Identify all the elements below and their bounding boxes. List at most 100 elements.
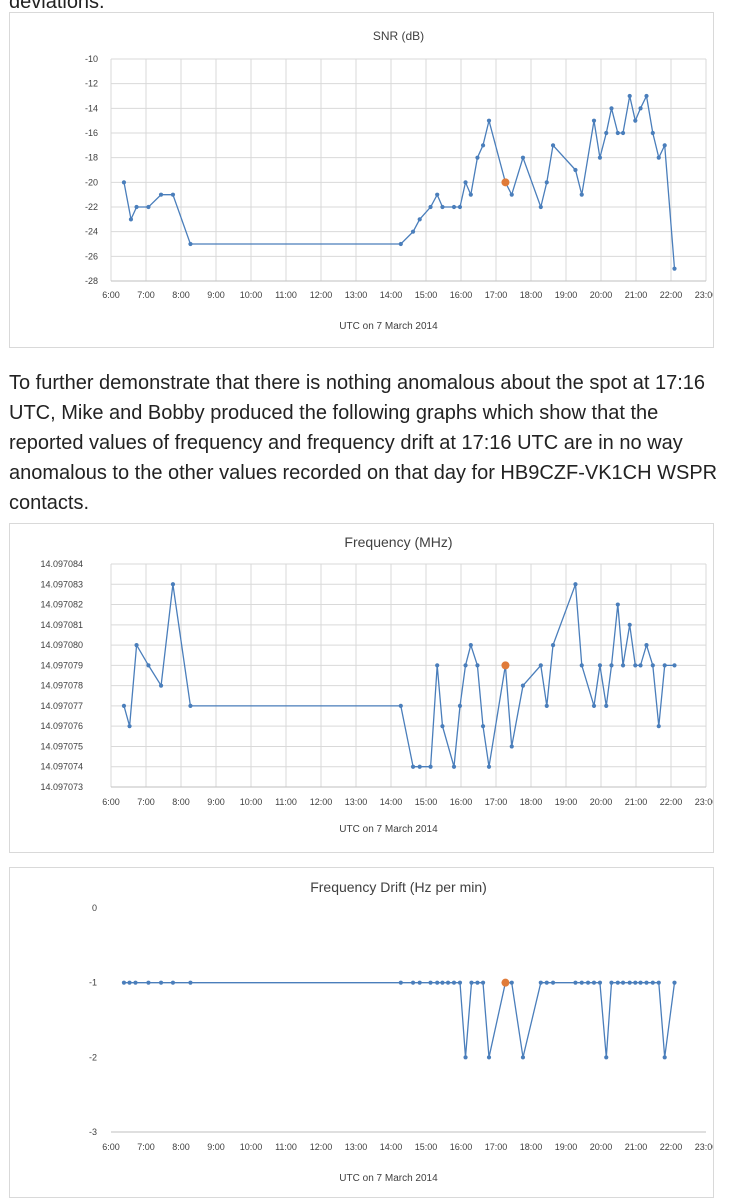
data-point <box>428 980 433 985</box>
data-point <box>620 130 626 136</box>
data-point <box>672 266 677 271</box>
data-point <box>410 764 416 769</box>
x-tick-label: 20:00 <box>590 797 613 807</box>
data-point <box>638 663 643 668</box>
x-tick-label: 17:00 <box>485 1142 508 1152</box>
highlighted-point <box>501 178 510 187</box>
y-tick-label: -16 <box>85 128 98 138</box>
y-tick-label: -1 <box>89 978 97 988</box>
data-point <box>620 663 626 668</box>
x-tick-label: 22:00 <box>660 797 683 807</box>
data-point <box>170 582 176 587</box>
data-point <box>133 980 138 985</box>
data-point <box>146 204 151 210</box>
data-point <box>579 980 584 985</box>
data-point <box>591 118 597 123</box>
chart-title: SNR (dB) <box>373 29 424 43</box>
data-point <box>638 980 643 985</box>
data-point <box>604 130 609 136</box>
x-tick-label: 20:00 <box>590 1142 613 1152</box>
data-point <box>146 980 151 985</box>
data-point <box>435 980 440 985</box>
snr-chart-svg: SNR (dB) 6:00 7:00 8:00 9:00 10:00 11:00 12:00 1… <box>85 29 713 332</box>
data-point <box>445 980 451 985</box>
x-tick-label: 8:00 <box>172 797 190 807</box>
y-tick-label: -20 <box>85 177 98 187</box>
x-tick-label: 22:00 <box>660 290 683 300</box>
x-tick-label: 19:00 <box>555 797 578 807</box>
data-point <box>591 703 597 709</box>
x-tick-label: 18:00 <box>520 290 543 300</box>
frequency-chart-svg: Frequency (MHz) 6:00 7:00 8:00 9:00 10:00 11:0… <box>40 534 713 835</box>
data-point <box>644 93 649 99</box>
data-point <box>121 703 127 709</box>
data-point <box>520 1055 526 1060</box>
data-point <box>550 642 556 648</box>
data-point <box>633 663 638 668</box>
data-point <box>550 980 556 985</box>
data-point <box>550 143 556 148</box>
data-point <box>656 155 661 160</box>
data-point <box>469 980 474 985</box>
x-tick-label: 8:00 <box>172 290 190 300</box>
y-tick-label: 14.097084 <box>40 559 83 569</box>
x-tick-label: 19:00 <box>555 290 578 300</box>
x-tick-label: 14:00 <box>380 1142 403 1152</box>
data-point <box>672 663 677 668</box>
data-point <box>544 980 549 985</box>
data-point <box>398 980 403 985</box>
data-point <box>417 764 422 769</box>
data-point <box>468 642 473 648</box>
data-point <box>127 980 132 985</box>
y-tick-label: 14.097079 <box>40 660 83 670</box>
data-point <box>457 204 463 210</box>
x-tick-label: 16:00 <box>450 797 473 807</box>
data-point <box>410 229 416 234</box>
x-tick-label: 8:00 <box>172 1142 190 1152</box>
data-point <box>627 980 632 985</box>
data-point <box>417 217 422 222</box>
data-point <box>128 217 134 222</box>
data-point <box>475 663 480 668</box>
x-tick-label: 11:00 <box>275 1142 297 1152</box>
frequency-chart: Frequency (MHz) 6:00 7:00 8:00 9:00 10:00 11:0… <box>9 523 714 853</box>
data-point <box>480 724 486 729</box>
x-tick-label: 18:00 <box>520 797 543 807</box>
y-tick-label: 14.097078 <box>40 681 83 691</box>
data-point <box>435 663 440 668</box>
data-point <box>538 663 543 668</box>
x-tick-label: 15:00 <box>415 797 438 807</box>
x-tick-label: 12:00 <box>310 290 333 300</box>
chart-title: Frequency Drift (Hz per min) <box>310 879 487 895</box>
x-tick-label: 9:00 <box>207 797 225 807</box>
y-tick-label: -26 <box>85 251 98 261</box>
y-tick-label: 14.097083 <box>40 579 83 589</box>
data-point <box>158 980 164 985</box>
data-point <box>579 192 584 197</box>
y-tick-label: -24 <box>85 227 98 237</box>
data-point <box>188 703 193 709</box>
data-point <box>662 663 667 668</box>
data-point <box>463 663 468 668</box>
data-point <box>475 980 480 985</box>
x-tick-label: 23:00 <box>695 1142 713 1152</box>
data-point <box>486 118 492 123</box>
data-point <box>463 180 468 185</box>
x-tick-label: 10:00 <box>240 797 263 807</box>
data-point <box>538 980 543 985</box>
highlighted-point <box>501 978 510 987</box>
data-point <box>573 582 578 587</box>
data-point <box>440 980 445 985</box>
y-tick-label: -2 <box>89 1052 97 1062</box>
data-point <box>597 155 603 160</box>
y-tick-label: -18 <box>85 153 98 163</box>
y-tick-label: -3 <box>89 1127 97 1137</box>
x-tick-label: 10:00 <box>240 1142 263 1152</box>
data-point <box>620 980 626 985</box>
x-axis-label: UTC on 7 March 2014 <box>339 824 438 835</box>
x-tick-label: 6:00 <box>102 290 120 300</box>
x-tick-label: 16:00 <box>450 290 473 300</box>
data-point <box>650 130 655 136</box>
data-point <box>520 155 526 160</box>
x-tick-label: 23:00 <box>695 290 713 300</box>
